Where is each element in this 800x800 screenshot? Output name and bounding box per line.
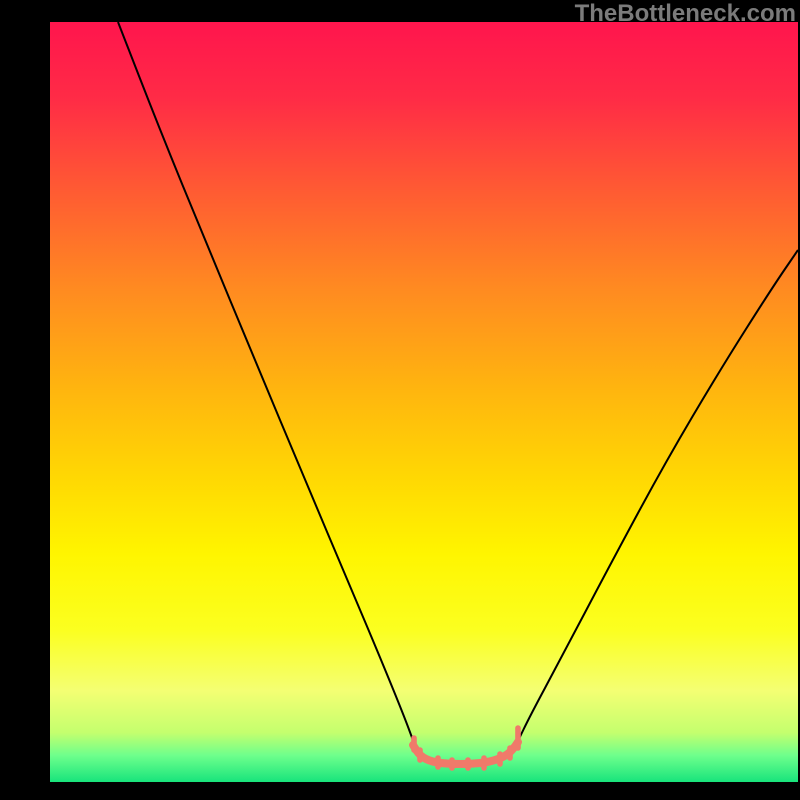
bottleneck-chart-svg <box>0 0 800 800</box>
chart-stage: TheBottleneck.com <box>0 0 800 800</box>
watermark-text: TheBottleneck.com <box>575 0 796 28</box>
